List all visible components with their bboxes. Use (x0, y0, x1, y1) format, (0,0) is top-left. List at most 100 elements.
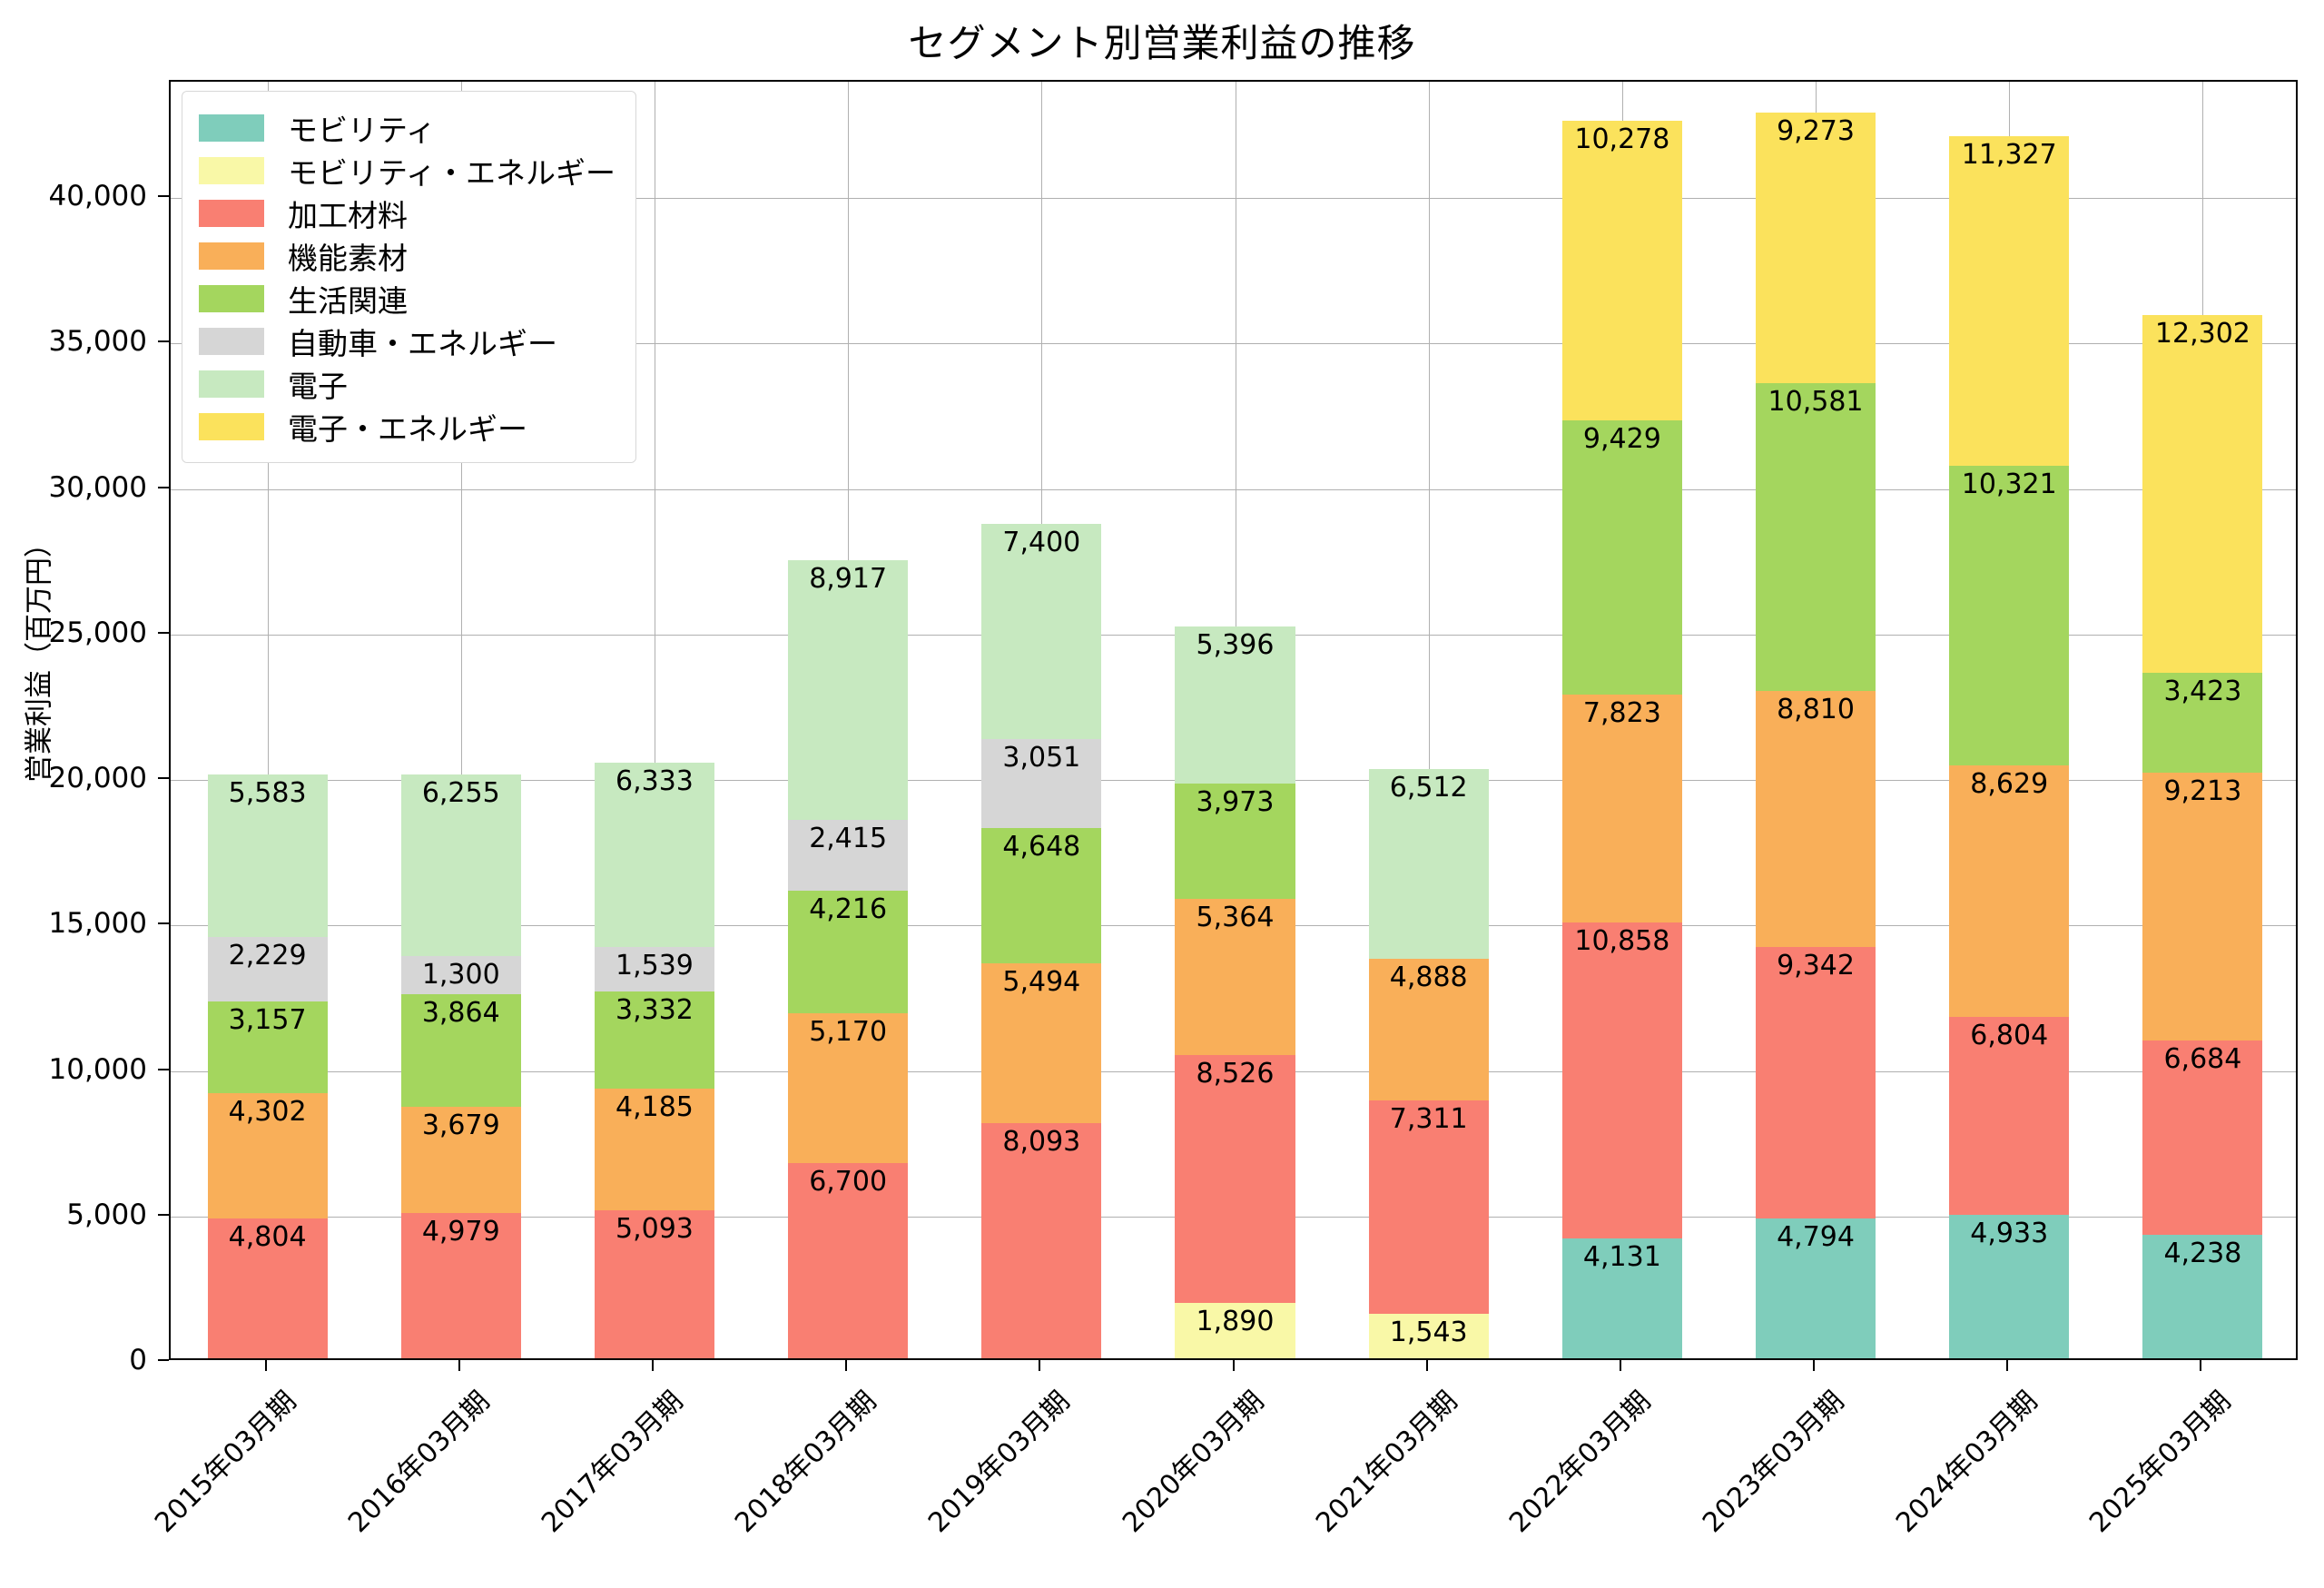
legend-item[interactable]: 加工材料 (199, 192, 615, 234)
y-axis-tick-label: 30,000 (48, 470, 147, 504)
bar-segment[interactable] (1175, 626, 1295, 784)
bar-segment[interactable] (207, 1093, 328, 1219)
bar-segment[interactable] (1755, 947, 1876, 1219)
y-axis-tick-label: 25,000 (48, 616, 147, 649)
chart-root: セグメント別営業利益の推移 営業利益（百万円） 0 5,000 10,000 15,0… (24, 21, 2298, 1539)
legend-item-label: モビリティ・エネルギー (288, 154, 616, 191)
bar-segment[interactable] (400, 956, 521, 994)
bar-segment[interactable] (1755, 690, 1876, 948)
bar-segment[interactable] (788, 820, 909, 891)
legend-item-label: 加工材料 (288, 197, 408, 233)
bar-segment[interactable] (981, 1122, 1102, 1358)
bar-segment[interactable] (2142, 314, 2263, 674)
bar-segment[interactable] (1561, 121, 1682, 420)
bar-segment[interactable] (1368, 1313, 1489, 1358)
bar-segment[interactable] (1368, 1100, 1489, 1314)
y-axis-tick-mark (158, 486, 169, 488)
bar-segment[interactable] (1368, 958, 1489, 1101)
y-axis-tick-label: 20,000 (48, 762, 147, 795)
bar-segment[interactable] (1561, 419, 1682, 695)
legend-item-label: 自動車・エネルギー (288, 325, 557, 361)
bar-segment[interactable] (1755, 1218, 1876, 1358)
bar-stack[interactable]: 1,543 7,311 4,888 6,512 (1368, 78, 1489, 1358)
chart-title: セグメント別営業利益の推移 (908, 21, 1416, 65)
legend-item-label: 機能素材 (288, 240, 408, 276)
bar-segment[interactable] (207, 774, 328, 937)
legend-item[interactable]: 生活関連 (199, 277, 615, 320)
bar-segment[interactable] (400, 774, 521, 957)
x-axis-tick-mark (845, 1360, 848, 1371)
bar-stack[interactable]: 8,093 5,494 4,648 3,051 7,400 (981, 78, 1102, 1358)
bar-segment[interactable] (400, 1106, 521, 1214)
bar-segment[interactable] (1175, 784, 1295, 900)
bar-segment[interactable] (1755, 382, 1876, 691)
gridline-vertical (267, 82, 269, 1358)
gridline-horizontal (171, 488, 2296, 490)
legend-item[interactable]: 自動車・エネルギー (199, 320, 615, 362)
chart-legend: モビリティモビリティ・エネルギー 加工材料機能素材生活関連自動車・エネルギー 電子電… (182, 91, 637, 463)
bar-stack[interactable]: 4,933 6,804 8,629 10,321 11,327 (1949, 78, 2070, 1358)
bar-segment[interactable] (207, 936, 328, 1002)
legend-item[interactable]: モビリティ・エネルギー (199, 149, 615, 192)
bar-segment[interactable] (400, 993, 521, 1107)
x-axis-tick-mark (1039, 1360, 1041, 1371)
bar-segment[interactable] (1175, 1055, 1295, 1304)
bar-segment[interactable] (981, 738, 1102, 828)
bar-segment[interactable] (1561, 922, 1682, 1238)
bar-segment[interactable] (981, 827, 1102, 963)
bar-segment[interactable] (788, 1163, 909, 1358)
bar-segment[interactable] (2142, 673, 2263, 773)
bar-segment[interactable] (788, 560, 909, 821)
y-axis-tick-mark (158, 1213, 169, 1216)
legend-swatch-icon (199, 370, 264, 398)
legend-item[interactable]: 電子 (199, 362, 615, 405)
legend-item[interactable]: 機能素材 (199, 234, 615, 277)
bar-stack[interactable]: 4,238 6,684 9,213 3,423 12,302 (2142, 78, 2263, 1358)
bar-segment[interactable] (1949, 465, 2070, 766)
bar-stack[interactable]: 4,131 10,858 7,823 9,429 10,278 (1561, 78, 1682, 1358)
legend-item[interactable]: モビリティ (199, 106, 615, 149)
bar-segment[interactable] (1561, 694, 1682, 922)
bar-segment[interactable] (1755, 113, 1876, 383)
bar-segment[interactable] (207, 1218, 328, 1358)
x-axis-tick-mark (2006, 1360, 2009, 1371)
bar-segment[interactable] (594, 991, 715, 1089)
legend-item[interactable]: 電子・エネルギー (199, 405, 615, 448)
bar-segment[interactable] (594, 762, 715, 947)
bar-segment[interactable] (788, 890, 909, 1013)
x-axis-tick-mark (1232, 1360, 1235, 1371)
legend-swatch-icon (199, 156, 264, 184)
bar-segment[interactable] (400, 1213, 521, 1358)
bar-segment[interactable] (2142, 1235, 2263, 1358)
bar-segment[interactable] (2142, 772, 2263, 1041)
legend-item-label: モビリティ (288, 112, 437, 148)
bar-segment[interactable] (981, 523, 1102, 739)
bar-segment[interactable] (1949, 1214, 2070, 1358)
bar-segment[interactable] (207, 1001, 328, 1094)
bar-stack[interactable]: 1,890 8,526 5,364 3,973 5,396 (1175, 78, 1295, 1358)
bar-segment[interactable] (594, 1209, 715, 1358)
bar-segment[interactable] (1949, 765, 2070, 1017)
y-axis-tick-mark (158, 340, 169, 343)
bar-segment[interactable] (788, 1012, 909, 1164)
y-axis-tick-label: 5,000 (66, 1198, 147, 1231)
bar-segment[interactable] (1949, 135, 2070, 466)
legend-swatch-icon (199, 113, 264, 142)
bar-segment[interactable] (1561, 1238, 1682, 1358)
x-axis-tick-mark (651, 1360, 654, 1371)
legend-swatch-icon (199, 242, 264, 270)
bar-segment[interactable] (2142, 1041, 2263, 1236)
y-axis-tick-label: 0 (129, 1344, 147, 1376)
bar-segment[interactable] (1368, 768, 1489, 959)
x-axis-tick-mark (1619, 1360, 1621, 1371)
bar-segment[interactable] (594, 946, 715, 991)
bar-segment[interactable] (981, 962, 1102, 1123)
legend-swatch-icon (199, 284, 264, 312)
bar-segment[interactable] (594, 1088, 715, 1210)
bar-segment[interactable] (1175, 899, 1295, 1056)
legend-item-label: 生活関連 (288, 282, 408, 319)
bar-segment[interactable] (1175, 1303, 1295, 1358)
bar-stack[interactable]: 6,700 5,170 4,216 2,415 8,917 (788, 78, 909, 1358)
bar-stack[interactable]: 4,794 9,342 8,810 10,581 9,273 (1755, 78, 1876, 1358)
bar-segment[interactable] (1949, 1016, 2070, 1215)
